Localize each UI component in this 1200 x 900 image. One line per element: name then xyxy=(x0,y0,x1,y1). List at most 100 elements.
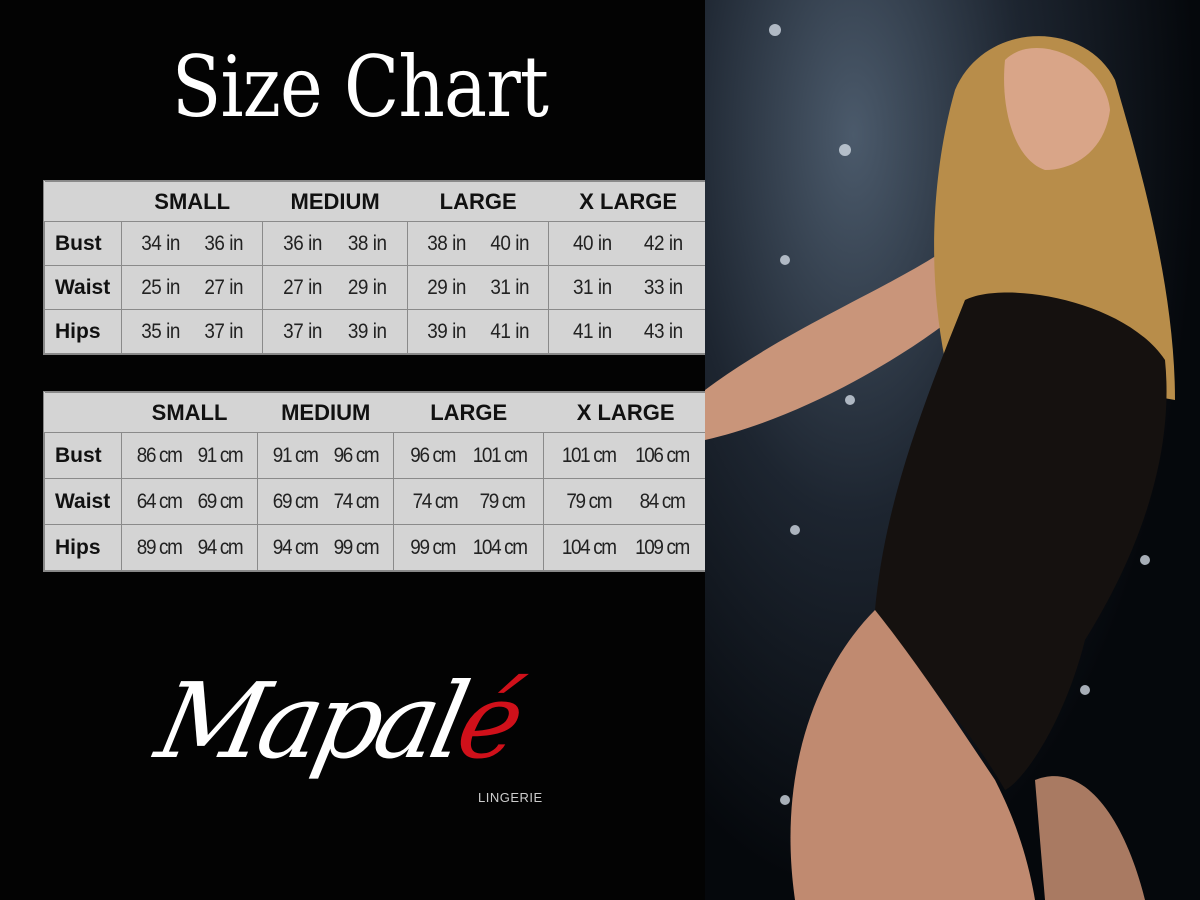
model-figure-image xyxy=(705,24,1175,900)
min-value: 41 in xyxy=(573,319,613,343)
min-value: 27 in xyxy=(283,275,323,299)
size-header-row: SMALL MEDIUM LARGE X LARGE xyxy=(44,392,708,433)
row-label: Hips xyxy=(44,524,122,571)
size-range-cell: 25 in 27 in xyxy=(120,265,264,310)
min-value: 94 cm xyxy=(272,535,319,559)
row-label: Bust xyxy=(44,221,122,266)
max-value: 40 in xyxy=(490,231,530,255)
logo-subtitle: LINGERIE xyxy=(478,790,543,805)
measurement-row-hips: Hips 35 in 37 in 37 in 39 in 39 in 41 in 41 in 4… xyxy=(44,309,708,354)
min-value: 37 in xyxy=(283,319,323,343)
size-header-small: SMALL xyxy=(121,181,263,222)
min-value: 34 in xyxy=(141,231,180,255)
max-value: 84 cm xyxy=(639,489,686,513)
size-header-x-large: X LARGE xyxy=(543,392,708,433)
max-value: 74 cm xyxy=(333,489,380,513)
min-value: 31 in xyxy=(573,275,613,299)
measurement-row-bust: Bust 86 cm 91 cm 91 cm 96 cm 96 cm 101 cm 101 c… xyxy=(44,432,708,479)
max-value: 79 cm xyxy=(479,489,526,513)
size-range-cell: 34 in 36 in xyxy=(120,221,264,266)
max-value: 106 cm xyxy=(635,443,690,467)
min-value: 35 in xyxy=(141,319,180,343)
row-label: Bust xyxy=(44,432,122,479)
size-range-cell: 40 in 42 in xyxy=(548,221,708,266)
min-value: 79 cm xyxy=(566,489,613,513)
min-value: 104 cm xyxy=(562,535,617,559)
min-value: 86 cm xyxy=(136,443,183,467)
max-value: 104 cm xyxy=(472,535,528,559)
size-range-cell: 37 in 39 in xyxy=(262,309,409,354)
size-range-cell: 27 in 29 in xyxy=(262,265,409,310)
size-range-cell: 89 cm 94 cm xyxy=(120,524,259,571)
max-value: 43 in xyxy=(644,319,684,343)
max-value: 42 in xyxy=(644,231,684,255)
logo-script: Mapalé xyxy=(147,660,529,782)
size-header-row: SMALL MEDIUM LARGE X LARGE xyxy=(44,181,708,222)
min-value: 29 in xyxy=(427,275,466,299)
page-title: Size Chart xyxy=(171,38,549,136)
corner-cell xyxy=(44,181,122,222)
row-label: Waist xyxy=(44,265,122,310)
brand-logo: Mapalé LINGERIE xyxy=(147,660,580,820)
inches-size-table: SMALL MEDIUM LARGE X LARGE Bust 34 in 36 in 36 … xyxy=(43,180,709,355)
max-value: 96 cm xyxy=(333,443,380,467)
max-value: 37 in xyxy=(204,319,244,343)
min-value: 39 in xyxy=(427,319,466,343)
size-range-cell: 38 in 40 in xyxy=(407,221,550,266)
model-photo xyxy=(705,0,1200,900)
size-range-cell: 86 cm 91 cm xyxy=(120,432,259,479)
min-value: 99 cm xyxy=(410,535,457,559)
size-range-cell: 101 cm 106 cm xyxy=(543,432,708,479)
max-value: 27 in xyxy=(204,275,244,299)
size-range-cell: 41 in 43 in xyxy=(548,309,708,354)
max-value: 94 cm xyxy=(197,535,244,559)
size-range-cell: 99 cm 104 cm xyxy=(393,524,545,571)
row-label: Waist xyxy=(44,478,122,525)
measurement-row-waist: Waist 64 cm 69 cm 69 cm 74 cm 74 cm 79 cm 79 cm… xyxy=(44,478,708,525)
max-value: 36 in xyxy=(204,231,244,255)
size-header-large: LARGE xyxy=(393,392,544,433)
min-value: 38 in xyxy=(427,231,466,255)
min-value: 40 in xyxy=(573,231,613,255)
cm-size-table: SMALL MEDIUM LARGE X LARGE Bust 86 cm 91 cm 91 … xyxy=(43,391,709,572)
max-value: 91 cm xyxy=(197,443,244,467)
size-header-medium: MEDIUM xyxy=(262,181,408,222)
measurement-row-waist: Waist 25 in 27 in 27 in 29 in 29 in 31 in 31 in… xyxy=(44,265,708,310)
size-range-cell: 35 in 37 in xyxy=(120,309,264,354)
corner-cell xyxy=(44,392,122,433)
row-label: Hips xyxy=(44,309,122,354)
size-range-cell: 64 cm 69 cm xyxy=(120,478,259,525)
size-range-cell: 31 in 33 in xyxy=(548,265,708,310)
max-value: 99 cm xyxy=(333,535,380,559)
chart-panel: Size Chart SMALL MEDIUM LARGE X LARGE Bust 34… xyxy=(43,38,709,820)
max-value: 39 in xyxy=(348,319,387,343)
min-value: 74 cm xyxy=(412,489,459,513)
size-range-cell: 91 cm 96 cm xyxy=(257,432,395,479)
size-range-cell: 96 cm 101 cm xyxy=(393,432,545,479)
size-header-large: LARGE xyxy=(407,181,549,222)
max-value: 31 in xyxy=(490,275,530,299)
max-value: 101 cm xyxy=(472,443,528,467)
size-header-x-large: X LARGE xyxy=(548,181,708,222)
min-value: 69 cm xyxy=(272,489,319,513)
size-range-cell: 39 in 41 in xyxy=(407,309,550,354)
size-range-cell: 79 cm 84 cm xyxy=(543,478,708,525)
size-header-medium: MEDIUM xyxy=(257,392,394,433)
size-range-cell: 36 in 38 in xyxy=(262,221,409,266)
min-value: 101 cm xyxy=(562,443,617,467)
min-value: 96 cm xyxy=(410,443,457,467)
max-value: 38 in xyxy=(348,231,387,255)
min-value: 91 cm xyxy=(272,443,319,467)
max-value: 109 cm xyxy=(635,535,690,559)
min-value: 36 in xyxy=(283,231,323,255)
measurement-row-hips: Hips 89 cm 94 cm 94 cm 99 cm 99 cm 104 cm 104 c… xyxy=(44,524,708,571)
min-value: 89 cm xyxy=(136,535,183,559)
max-value: 33 in xyxy=(644,275,684,299)
size-range-cell: 29 in 31 in xyxy=(407,265,550,310)
min-value: 25 in xyxy=(141,275,180,299)
max-value: 41 in xyxy=(490,319,530,343)
size-range-cell: 94 cm 99 cm xyxy=(257,524,395,571)
size-range-cell: 74 cm 79 cm xyxy=(393,478,545,525)
measurement-row-bust: Bust 34 in 36 in 36 in 38 in 38 in 40 in 40 in 4… xyxy=(44,221,708,266)
min-value: 64 cm xyxy=(136,489,183,513)
